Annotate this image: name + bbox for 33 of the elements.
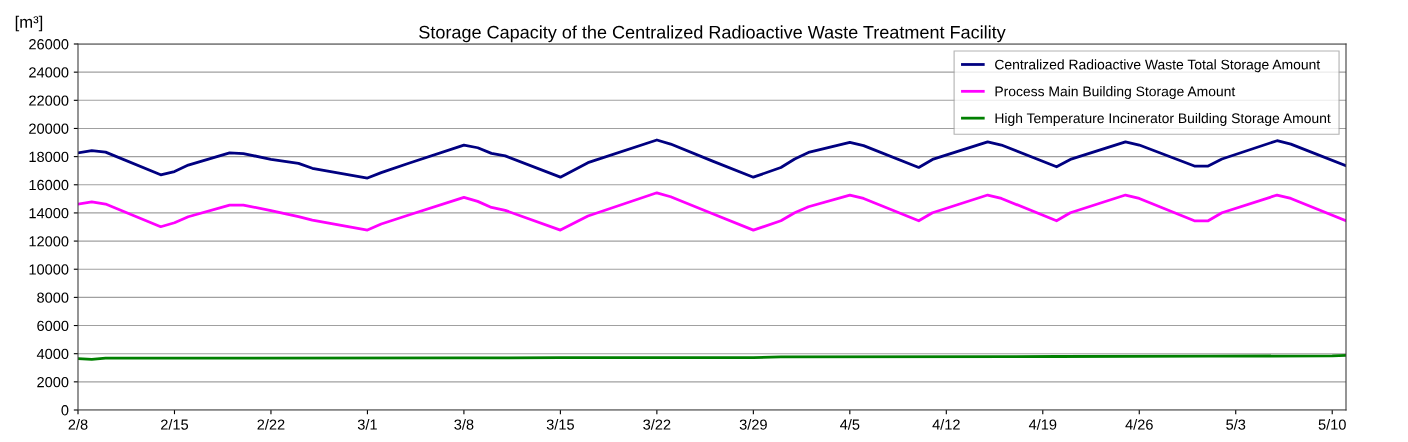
- legend-label: High Temperature Incinerator Building Storage Amount: [995, 112, 1331, 126]
- y-tick-label: 8000: [37, 292, 69, 303]
- y-tick-label: 26000: [29, 39, 69, 50]
- x-tick-label: 3/15: [546, 419, 574, 430]
- x-tick-label: 4/5: [840, 419, 860, 430]
- y-tick-label: 6000: [37, 320, 69, 331]
- x-tick-label: 4/19: [1028, 419, 1057, 430]
- y-tick-label: 4000: [36, 348, 69, 360]
- y-tick-label: 18000: [29, 151, 69, 163]
- x-tick-label: 3/22: [643, 419, 671, 430]
- x-tick-label: 4/26: [1125, 419, 1153, 430]
- x-tick-label: 3/29: [739, 419, 767, 430]
- y-tick-label: 12000: [29, 236, 69, 247]
- x-tick-label: 2/8: [68, 419, 88, 430]
- x-tick-label: 5/10: [1318, 419, 1346, 430]
- x-tick-label: 5/3: [1226, 419, 1246, 430]
- y-tick-label: 22000: [29, 95, 69, 106]
- x-tick-label: 2/22: [257, 419, 285, 430]
- y-tick-label: 16000: [29, 179, 69, 191]
- y-tick-label: 2000: [37, 376, 69, 388]
- chart-title: Storage Capacity of the Centralized Radioactive Waste Treatment Facility: [419, 25, 1006, 43]
- y-tick-label: 0: [61, 405, 69, 416]
- x-tick-label: 2/15: [161, 419, 189, 430]
- y-tick-label: 14000: [29, 208, 69, 219]
- legend-label: Process Main Building Storage Amount: [995, 86, 1236, 100]
- x-tick-label: 4/12: [932, 419, 960, 430]
- x-tick-label: 3/1: [357, 419, 377, 430]
- y-tick-label: 10000: [29, 264, 69, 275]
- x-tick-label: 3/8: [454, 419, 474, 430]
- y-tick-label: 24000: [29, 67, 69, 78]
- y-axis-title: [m³]: [15, 15, 43, 32]
- y-tick-label: 20000: [29, 123, 69, 134]
- legend-label: Centralized Radioactive Waste Total Storage Amount: [995, 59, 1321, 73]
